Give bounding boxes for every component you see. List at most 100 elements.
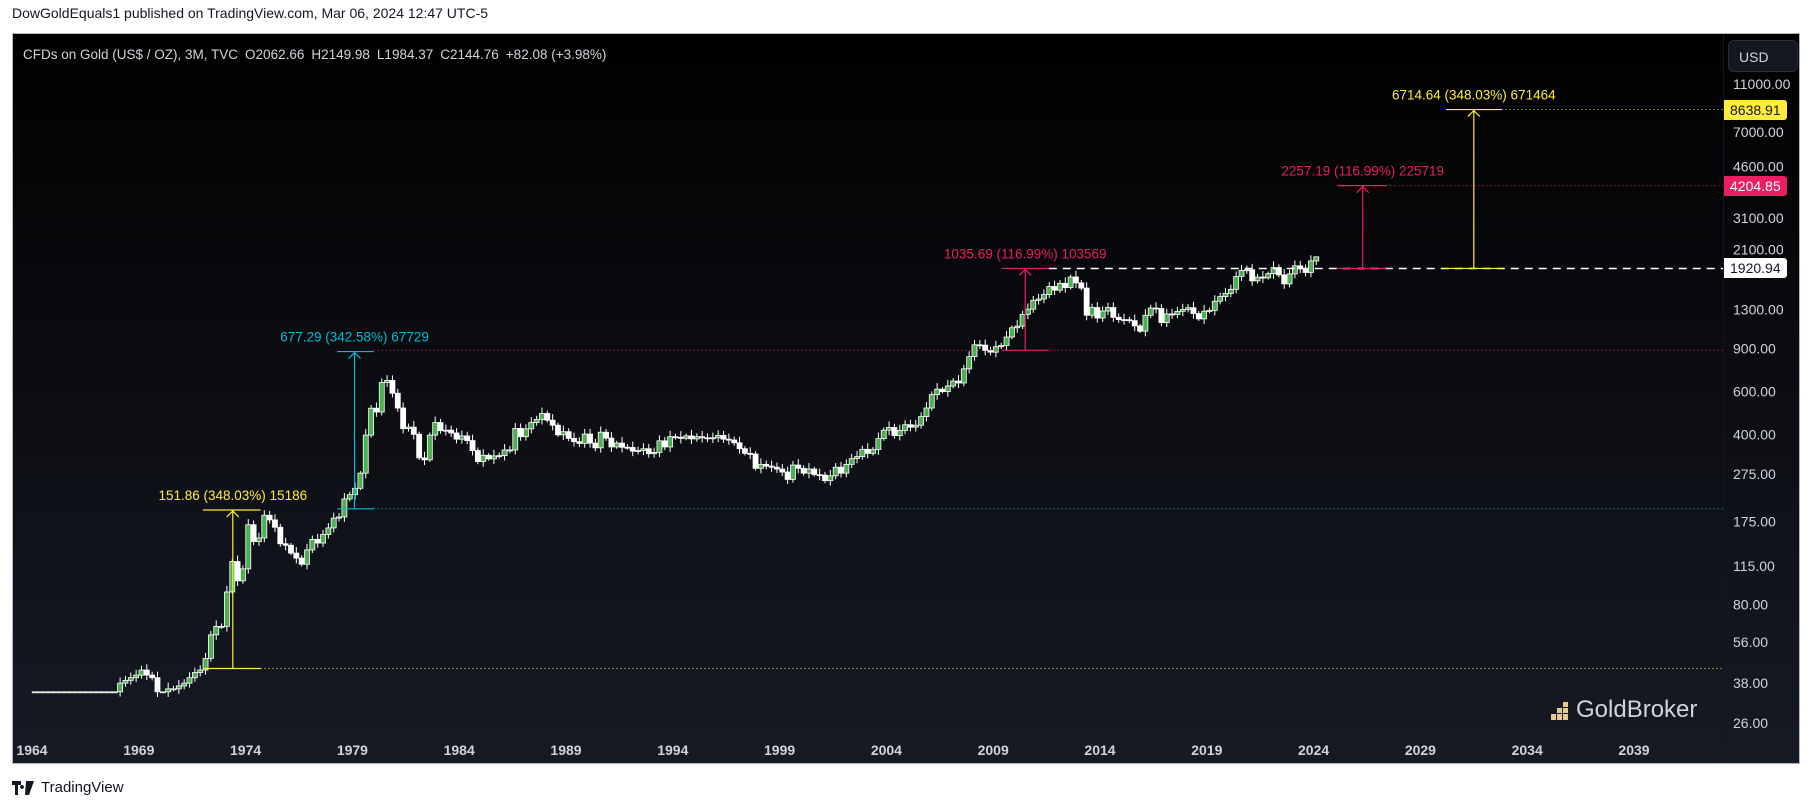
candle-down xyxy=(677,436,684,439)
candle-up xyxy=(1142,314,1149,332)
candle-down xyxy=(939,388,946,393)
candle-down xyxy=(544,413,551,421)
candles xyxy=(31,255,1320,697)
legend-change: +82.08 (+3.98%) xyxy=(505,47,607,62)
candle-up xyxy=(47,691,54,694)
candle-up xyxy=(63,691,70,694)
candle-down xyxy=(779,468,786,473)
candle-up xyxy=(245,524,252,570)
candle-up xyxy=(304,549,310,565)
candle-up xyxy=(560,431,567,436)
candle-up xyxy=(218,625,225,628)
candle-up xyxy=(539,413,545,420)
candle-up xyxy=(74,691,81,694)
candle-up xyxy=(207,634,214,659)
candle-up xyxy=(138,669,145,676)
candle-up xyxy=(998,345,1005,348)
price-tag-white: 1920.94 xyxy=(1724,258,1787,279)
candle-up xyxy=(175,685,182,690)
candle-down xyxy=(314,539,321,544)
candle-down xyxy=(720,434,727,440)
price-axis-divider xyxy=(1723,34,1724,763)
measure-label: 677.29 (342.58%) 67729 xyxy=(280,330,429,345)
candle-up xyxy=(336,516,342,519)
candle-up xyxy=(58,691,65,694)
candle-down xyxy=(1195,313,1202,320)
legend-open: O2062.66 xyxy=(245,47,305,62)
candle-up xyxy=(320,534,326,544)
candle-down xyxy=(143,669,150,676)
candle-up xyxy=(1163,313,1170,323)
price-range-measure: 2257.19 (116.99%) 225719 xyxy=(1281,164,1444,270)
candle-up xyxy=(966,356,973,370)
price-tick-label: 4600.00 xyxy=(1733,159,1784,175)
candle-down xyxy=(1078,282,1085,289)
candle-down xyxy=(1302,268,1309,273)
time-tick-label: 2029 xyxy=(1405,742,1436,758)
candle-up xyxy=(442,429,449,432)
candle-up xyxy=(1238,269,1245,277)
chart-canvas[interactable]: 11000.00 7000.00 4600.00 3100.00 2100.00 1300… xyxy=(13,34,1800,764)
candle-down xyxy=(1259,276,1266,279)
candle-down xyxy=(293,552,300,559)
time-tick-label: 1969 xyxy=(123,742,154,758)
candle-down xyxy=(752,453,759,469)
tradingview-logo-icon xyxy=(12,780,34,795)
tradingview-brand[interactable]: TradingView xyxy=(41,779,124,796)
candle-up xyxy=(928,394,935,409)
candle-down xyxy=(149,674,156,679)
price-chart[interactable]: 11000.00 7000.00 4600.00 3100.00 2100.00 1300… xyxy=(12,33,1800,764)
candle-down xyxy=(1094,307,1101,319)
candle-down xyxy=(661,440,668,448)
time-tick-label: 2034 xyxy=(1512,742,1543,758)
symbol-legend: CFDs on Gold (US$ / OZ), 3M, TVC O2062.66… xyxy=(23,47,613,62)
price-tick-label: 56.00 xyxy=(1733,634,1768,650)
candle-up xyxy=(133,674,140,679)
candle-down xyxy=(453,432,460,440)
candle-down xyxy=(288,544,294,554)
candle-up xyxy=(85,691,91,694)
candle-up xyxy=(432,422,439,436)
candle-down xyxy=(784,471,791,480)
candle-up xyxy=(758,463,764,469)
currency-button[interactable]: USD xyxy=(1728,40,1798,72)
price-tick-label: 900.00 xyxy=(1733,341,1776,357)
candle-down xyxy=(1190,307,1197,315)
candle-down xyxy=(437,422,444,432)
candle-down xyxy=(891,427,898,437)
candle-up xyxy=(640,448,647,451)
time-tick-label: 1989 xyxy=(550,742,581,758)
candle-down xyxy=(1275,267,1282,276)
time-tick-label: 2024 xyxy=(1298,742,1329,758)
candle-up xyxy=(1174,310,1181,315)
candle-down xyxy=(549,419,556,426)
candle-up xyxy=(992,346,999,353)
candle-up xyxy=(106,691,113,694)
price-tick-label: 7000.00 xyxy=(1733,124,1784,140)
time-tick-label: 2014 xyxy=(1084,742,1115,758)
candle-down xyxy=(619,442,625,448)
candle-up xyxy=(1067,276,1074,288)
candle-up xyxy=(1222,293,1229,297)
candle-down xyxy=(485,454,492,460)
candle-up xyxy=(854,456,860,459)
candle-down xyxy=(389,380,396,394)
price-tick-label: 275.00 xyxy=(1733,466,1776,482)
candle-up xyxy=(1003,336,1010,346)
candle-up xyxy=(458,435,465,440)
candle-up xyxy=(944,385,951,393)
price-tick-label: 26.00 xyxy=(1733,715,1768,731)
candle-up xyxy=(1035,298,1042,301)
candle-up xyxy=(384,380,391,383)
price-tick-label: 1300.00 xyxy=(1733,302,1784,318)
candle-up xyxy=(902,424,908,431)
measure-label: 1035.69 (116.99%) 103569 xyxy=(944,246,1107,261)
candle-up xyxy=(827,475,834,482)
candle-down xyxy=(592,442,599,449)
candle-up xyxy=(875,438,882,451)
candle-down xyxy=(266,514,273,521)
candle-up xyxy=(918,416,925,426)
candle-up xyxy=(507,449,513,452)
symbol-name[interactable]: CFDs on Gold (US$ / OZ), 3M, TVC xyxy=(23,47,239,62)
candle-up xyxy=(261,514,268,539)
